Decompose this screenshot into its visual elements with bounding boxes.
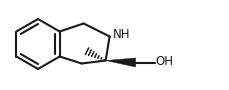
Text: OH: OH <box>155 55 173 68</box>
Polygon shape <box>105 58 135 67</box>
Text: NH: NH <box>112 28 130 41</box>
